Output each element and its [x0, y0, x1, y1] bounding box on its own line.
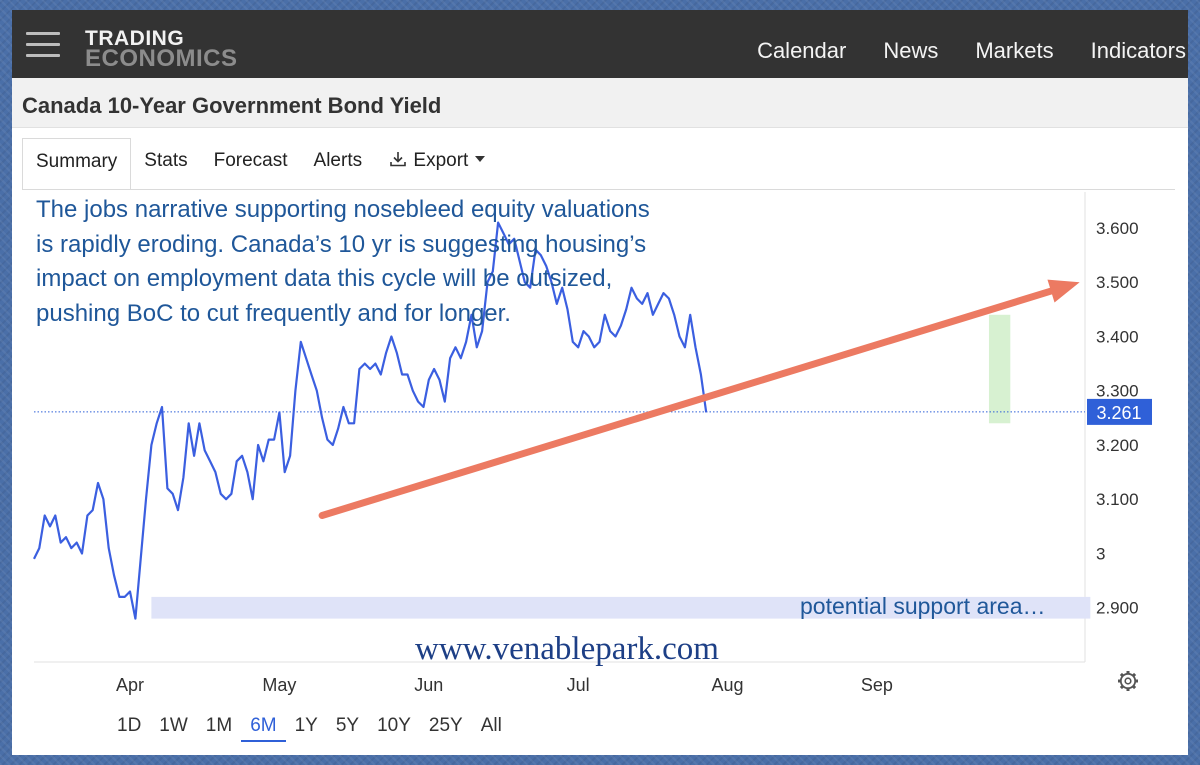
- range-1m[interactable]: 1M: [205, 715, 233, 736]
- logo-line-1: TRADING: [85, 27, 185, 50]
- nav-calendar[interactable]: Calendar: [757, 38, 847, 63]
- brand-logo[interactable]: TRADING ECONOMICS: [85, 27, 238, 72]
- chart-widget: TRADING ECONOMICS Calendar News Markets …: [12, 10, 1188, 755]
- tab-bar: Summary Stats Forecast Alerts Export: [22, 138, 499, 190]
- y-tick-label: 3.600: [1096, 219, 1139, 238]
- top-navbar: TRADING ECONOMICS Calendar News Markets …: [12, 10, 1188, 78]
- range-1w[interactable]: 1W: [159, 715, 188, 736]
- export-label: Export: [413, 150, 469, 171]
- chart-annotation: The jobs narrative supporting nosebleed …: [36, 196, 650, 327]
- range-selector: 1D 1W 1M 6M 1Y 5Y 10Y 25Y All: [108, 712, 511, 742]
- title-bar: Canada 10-Year Government Bond Yield: [12, 78, 1188, 128]
- tab-alerts[interactable]: Alerts: [313, 150, 363, 171]
- logo-line-2: ECONOMICS: [85, 45, 238, 72]
- range-25y[interactable]: 25Y: [428, 715, 463, 736]
- caret-down-icon: [474, 156, 485, 162]
- support-band: [151, 596, 1091, 619]
- page-title: Canada 10-Year Government Bond Yield: [22, 93, 442, 118]
- y-tick-label: 3.500: [1096, 273, 1139, 292]
- hamburger-menu-icon[interactable]: [26, 32, 60, 58]
- range-1d[interactable]: 1D: [117, 715, 142, 736]
- trendline: [318, 287, 1055, 520]
- x-tick-label: Jul: [567, 675, 590, 695]
- tabs-divider: [22, 189, 1175, 190]
- watermark: www.venablepark.com: [415, 631, 719, 667]
- nav-indicators[interactable]: Indicators: [1090, 38, 1186, 63]
- x-tick-label: Jun: [414, 675, 443, 695]
- tab-stats[interactable]: Stats: [144, 150, 188, 171]
- x-tick-label: Sep: [861, 675, 893, 695]
- download-icon: [390, 152, 406, 167]
- support-area-label: potential support area…: [800, 593, 1046, 619]
- x-tick-label: Apr: [116, 675, 144, 695]
- range-5y[interactable]: 5Y: [335, 715, 360, 736]
- x-tick-label: Aug: [712, 675, 744, 695]
- tab-export[interactable]: Export: [375, 138, 498, 190]
- nav-news[interactable]: News: [883, 38, 939, 63]
- y-tick-label: 3.400: [1096, 327, 1139, 346]
- range-all[interactable]: All: [480, 715, 502, 736]
- line-chart: 3.600 3.500 3.400 3.300 3.200 3.100 3 2.900 Apr M…: [33, 192, 1152, 695]
- current-value-label: 3.261: [1096, 403, 1141, 423]
- range-1y[interactable]: 1Y: [294, 715, 318, 736]
- y-tick-label: 2.900: [1096, 599, 1139, 618]
- tab-summary[interactable]: Summary: [22, 138, 132, 190]
- main-nav: Calendar News Markets Indicators: [720, 38, 1186, 64]
- current-value-badge: [1087, 398, 1152, 425]
- highlight-box: [988, 314, 1011, 424]
- nav-markets[interactable]: Markets: [975, 38, 1054, 63]
- y-tick-label: 3.200: [1096, 436, 1139, 455]
- y-tick-label: 3: [1096, 544, 1105, 563]
- range-10y[interactable]: 10Y: [377, 715, 411, 736]
- gear-icon[interactable]: [1116, 669, 1140, 693]
- tab-forecast[interactable]: Forecast: [213, 150, 288, 171]
- series-line: [33, 221, 708, 620]
- y-tick-label: 3.100: [1096, 490, 1139, 509]
- range-6m[interactable]: 6M: [241, 712, 286, 742]
- x-tick-label: May: [262, 675, 296, 695]
- trendline-arrowhead: [1047, 279, 1080, 303]
- y-tick-label: 3.300: [1096, 382, 1139, 401]
